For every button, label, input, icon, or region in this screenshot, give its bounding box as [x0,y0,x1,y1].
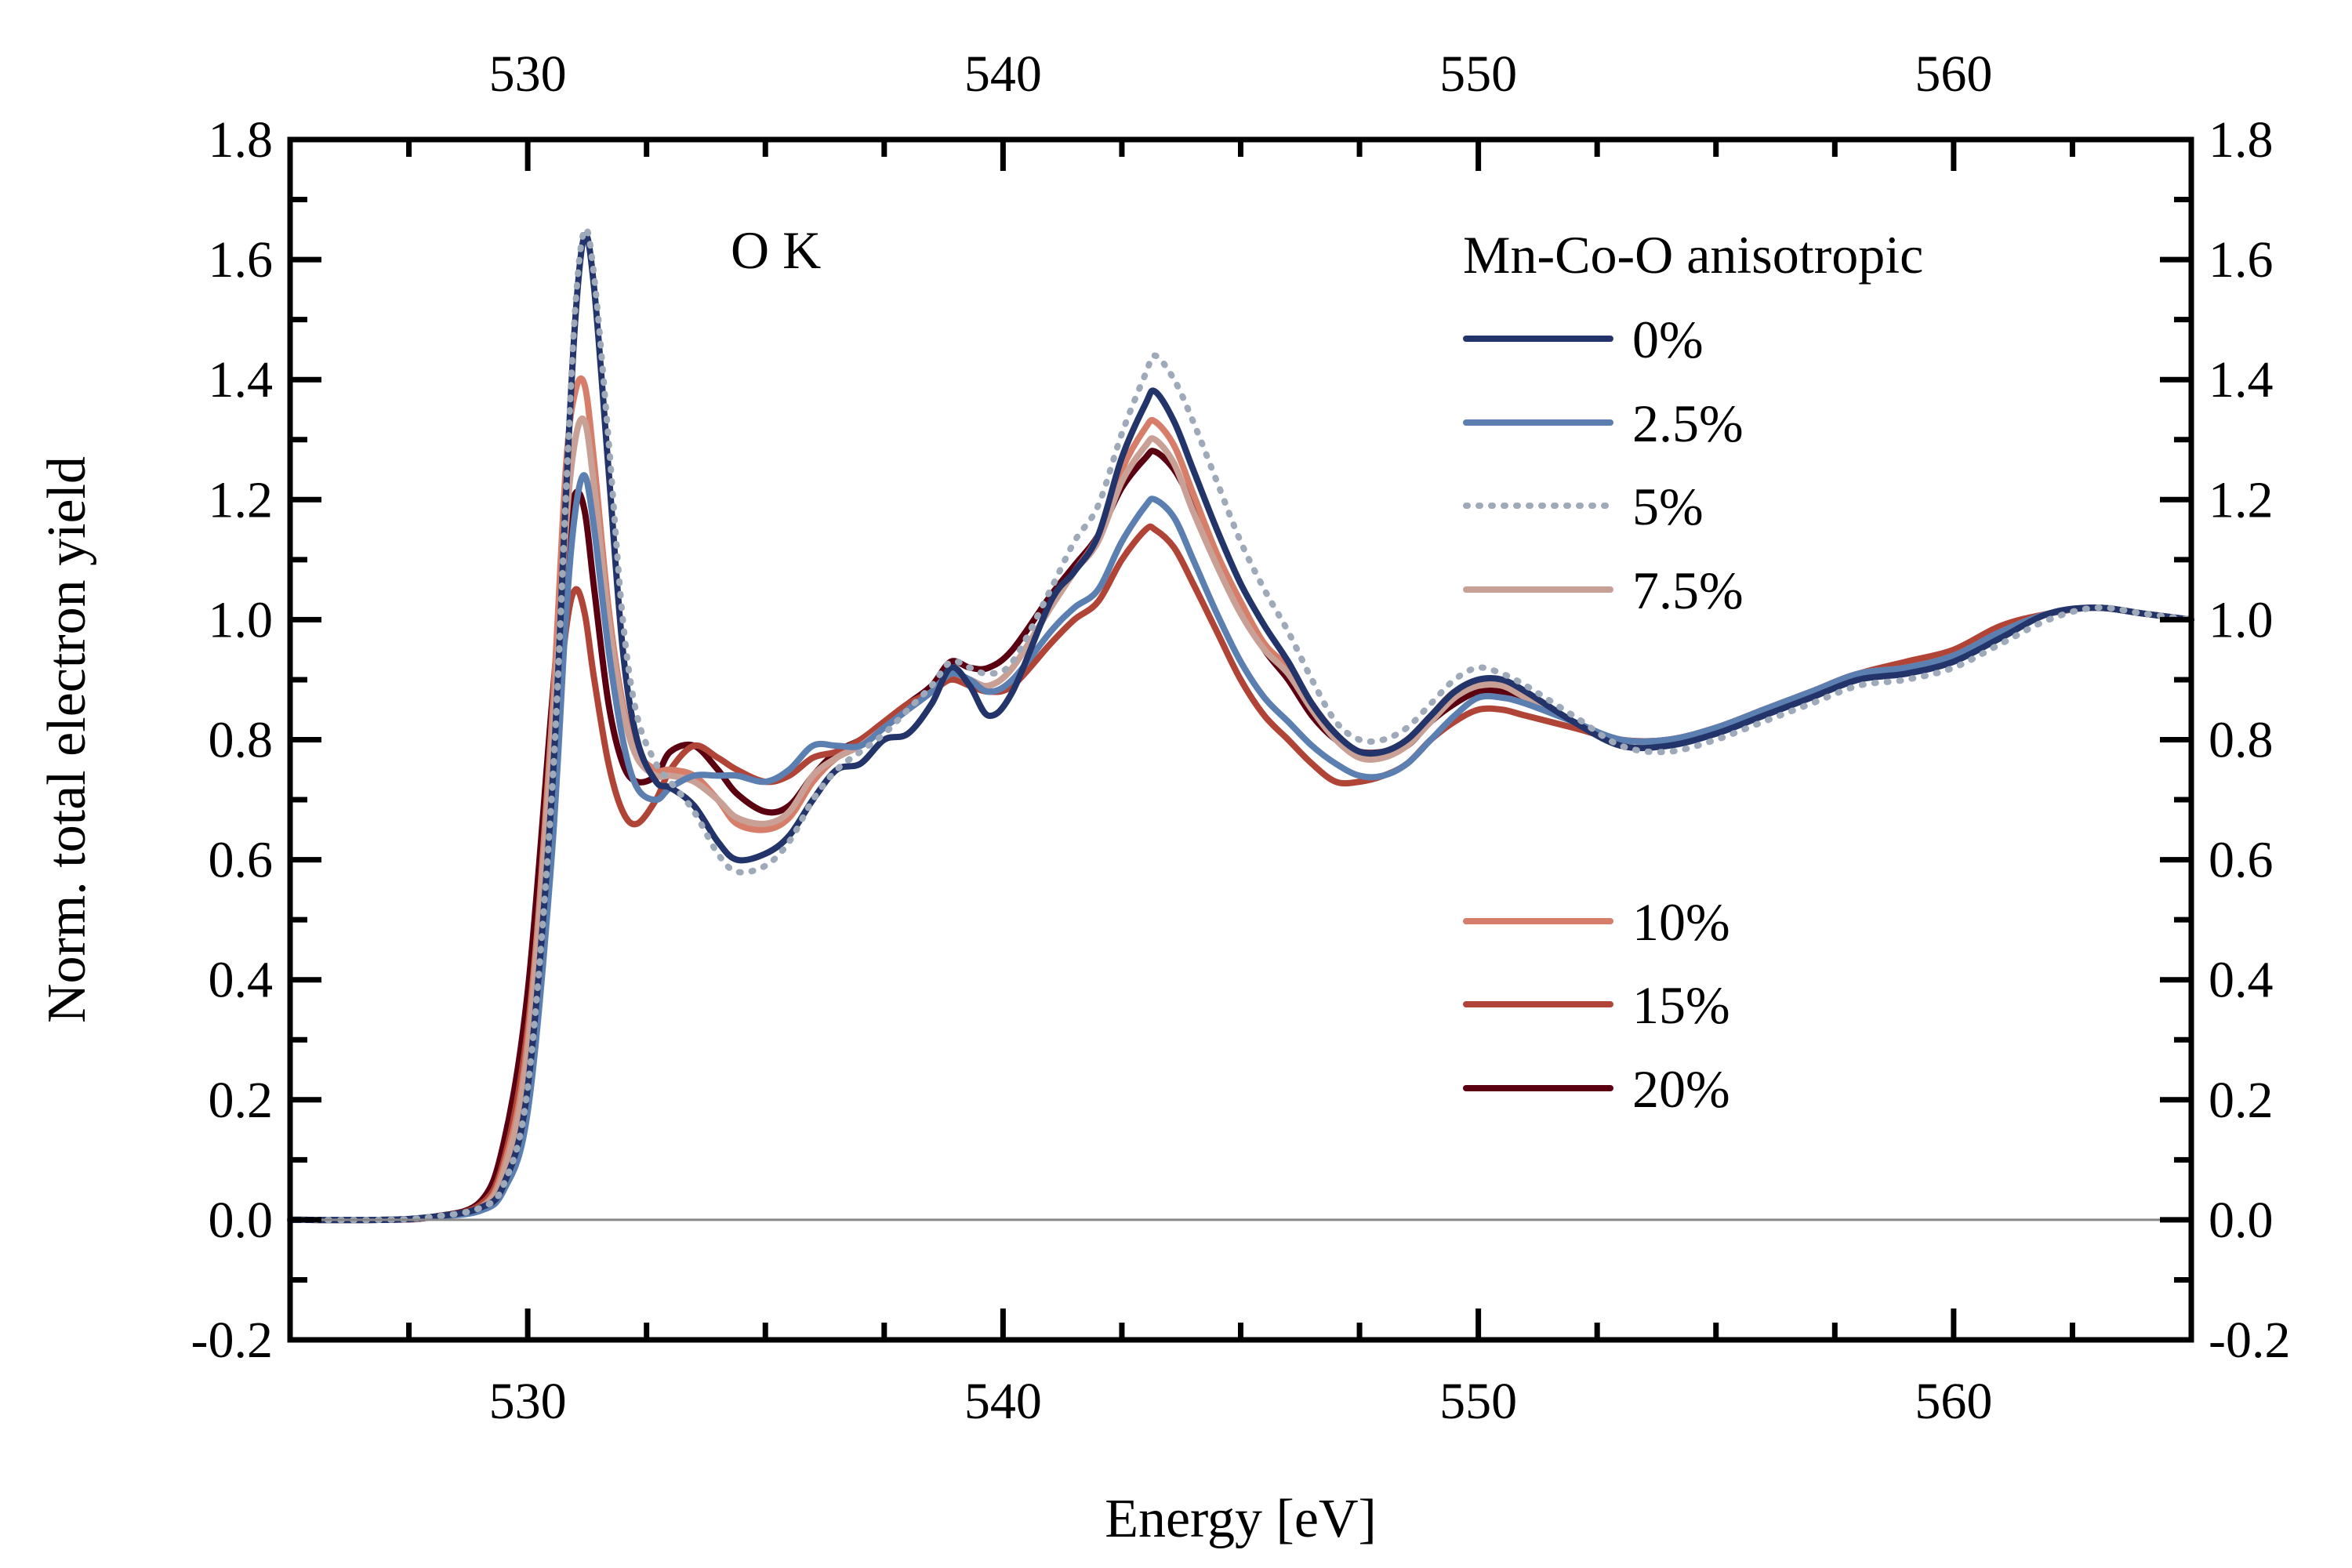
x-tick-label: 560 [1915,1373,1992,1430]
y-tick-label: -0.2 [191,1312,273,1369]
legend-label: 20% [1632,1059,1730,1119]
y-right-tick-label: 0.2 [2209,1072,2274,1129]
y-right-tick-label: 1.0 [2209,591,2274,648]
legend-item: 2.5% [1463,394,1744,453]
y-tick-label: 1.2 [209,471,274,528]
series-line-5pct [287,225,2194,1224]
legend-label: 7.5% [1632,561,1744,620]
series-line-15pct [287,523,2194,1224]
series-line-2-5pct [287,472,2194,1224]
y-right-tick-label: 0.4 [2209,952,2274,1009]
edge-annotation: O K [731,220,821,280]
series-lines [287,225,2194,1224]
legend-label: 2.5% [1632,394,1744,453]
x-top-tick-label: 540 [964,45,1042,103]
y-right-tick-label: 1.8 [2209,111,2274,169]
plot-frame [287,136,2194,1343]
x-tick-label: 530 [489,1373,567,1430]
x-top-tick-label: 550 [1439,45,1517,103]
legend-label: 0% [1632,310,1704,369]
y-tick-label: 1.6 [209,231,274,289]
y-tick-label: 1.4 [209,351,274,408]
y-right-tick-label: 0.6 [2209,832,2274,889]
legend-item: 0% [1463,310,1704,369]
y-right-tick-label: 1.2 [2209,471,2274,528]
legend-item: 20% [1463,1059,1730,1119]
axis-ticks [290,140,2191,1340]
x-axis-title: Energy [eV] [1105,1489,1377,1549]
legend-label: 5% [1632,477,1704,536]
legend-item: 7.5% [1463,561,1744,620]
y-tick-label: 1.8 [209,111,274,169]
y-right-tick-label: 0.8 [2209,712,2274,769]
legend-item: 5% [1463,477,1704,536]
legend-item: 15% [1463,975,1730,1035]
series-line-20pct [287,448,2194,1224]
tick-labels: 530 530 540 540 550 550 560 560 -0.2 -0.2 0.0 0.0 0.… [191,45,2291,1430]
x-tick-label: 550 [1439,1373,1517,1430]
x-top-tick-label: 530 [489,45,567,103]
y-axis-title: Norm. total electron yield [37,456,97,1023]
legend-label: 15% [1632,975,1730,1035]
y-right-tick-label: 1.4 [2209,351,2274,408]
y-tick-label: 0.2 [209,1072,274,1129]
y-tick-label: 0.6 [209,832,274,889]
y-right-tick-label: 1.6 [2209,231,2274,289]
x-tick-label: 540 [964,1373,1042,1430]
legend-label: 10% [1632,892,1730,952]
legend-item: 10% [1463,892,1730,952]
y-tick-label: 0.0 [209,1192,274,1249]
y-tick-label: 0.4 [209,952,274,1009]
y-tick-label: 0.8 [209,712,274,769]
legend: Mn-Co-O anisotropic 0% 2.5% 5% 7.5% 10% 15% 20… [1463,225,1923,1119]
legend-title: Mn-Co-O anisotropic [1463,225,1923,285]
x-top-tick-label: 560 [1915,45,1992,103]
y-right-tick-label: 0.0 [2209,1192,2274,1249]
y-right-tick-label: -0.2 [2209,1312,2290,1369]
y-tick-label: 1.0 [209,591,274,648]
